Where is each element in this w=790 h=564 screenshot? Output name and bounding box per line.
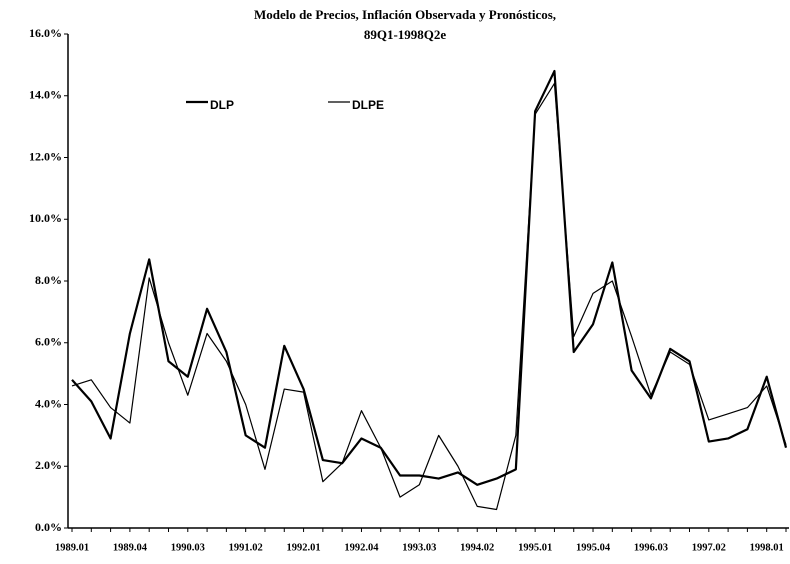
x-tick-label: 1994.02 xyxy=(460,542,494,553)
x-tick-label: 1989.04 xyxy=(113,542,148,553)
y-tick-label: 10.0% xyxy=(29,211,62,225)
y-tick-label: 4.0% xyxy=(35,396,62,410)
chart-title: Modelo de Precios, Inflación Observada y… xyxy=(254,7,556,22)
chart-title: 89Q1-1998Q2e xyxy=(364,27,447,42)
x-tick-label: 1997.02 xyxy=(692,542,726,553)
series-line xyxy=(71,82,787,511)
y-tick-label: 2.0% xyxy=(35,458,62,472)
legend-label: DLP xyxy=(210,98,234,112)
y-tick-label: 8.0% xyxy=(35,273,62,287)
x-tick-label: 1991.02 xyxy=(229,542,263,553)
x-tick-label: 1993.03 xyxy=(402,542,436,553)
x-tick-label: 1990.03 xyxy=(171,542,205,553)
series-line xyxy=(71,69,788,486)
x-tick-label: 1998.01 xyxy=(750,542,784,553)
x-tick-label: 1989.01 xyxy=(55,542,89,553)
x-tick-label: 1996.03 xyxy=(634,542,668,553)
y-tick-label: 6.0% xyxy=(35,335,62,349)
y-tick-label: 0.0% xyxy=(35,520,62,534)
legend-label: DLPE xyxy=(352,98,384,112)
x-tick-label: 1995.04 xyxy=(576,542,611,553)
x-tick-label: 1992.01 xyxy=(287,542,321,553)
x-tick-label: 1995.01 xyxy=(518,542,552,553)
y-tick-label: 16.0% xyxy=(29,26,62,40)
y-tick-label: 12.0% xyxy=(29,149,62,163)
y-tick-label: 14.0% xyxy=(29,88,62,102)
x-tick-label: 1992.04 xyxy=(344,542,379,553)
